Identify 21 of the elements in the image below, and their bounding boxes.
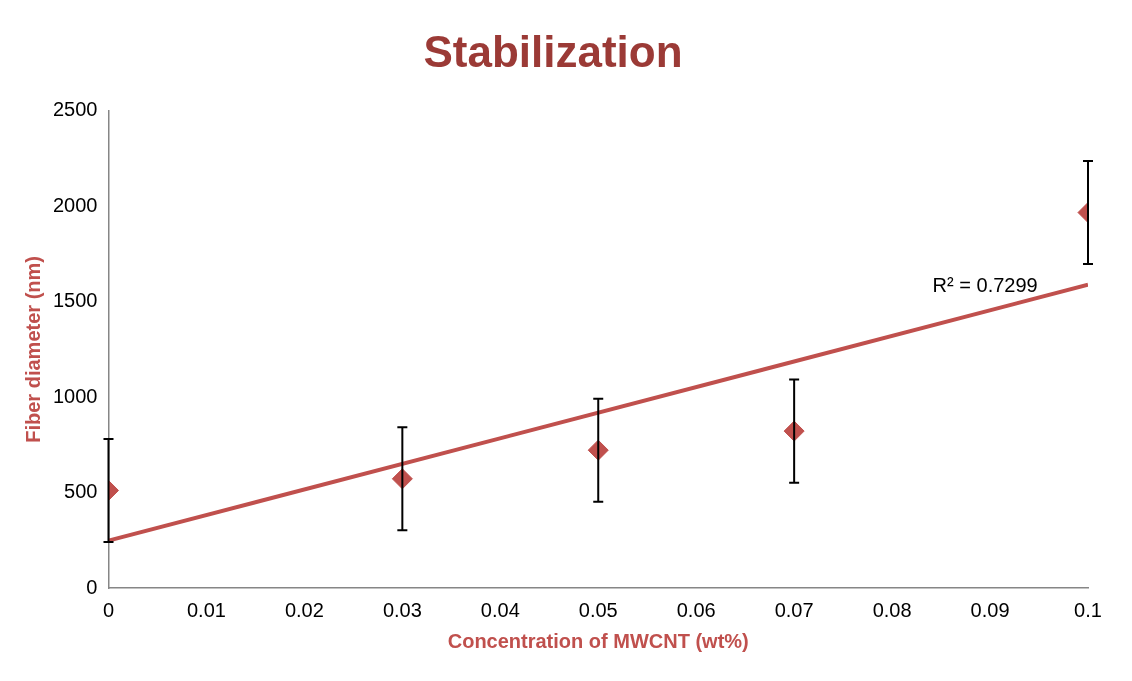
x-tick-label: 0.06	[676, 598, 716, 621]
y-tick-label: 2000	[52, 193, 98, 216]
x-tick-label: 0.09	[970, 598, 1010, 621]
x-tick-label: 0.05	[578, 598, 618, 621]
x-tick-label: 0	[102, 598, 115, 621]
y-axis-title: Fiber diameter (nm)	[21, 256, 44, 443]
chart-title: Stabilization	[423, 26, 683, 76]
x-tick-label: 0.07	[774, 598, 814, 621]
y-tick-label: 500	[64, 480, 98, 503]
x-tick-label: 0.01	[186, 598, 226, 621]
annotation: R² = 0.7299	[932, 274, 1038, 297]
y-tick-label: 0	[86, 575, 98, 598]
x-tick-label: 0.1	[1074, 598, 1102, 621]
y-tick-label: 1500	[52, 289, 98, 312]
y-tick-label: 1000	[52, 384, 98, 407]
x-tick-label: 0.02	[284, 598, 324, 621]
x-tick-label: 0.04	[480, 598, 520, 621]
x-tick-label: 0.03	[382, 598, 422, 621]
x-axis-title: Concentration of MWCNT (wt%)	[447, 629, 749, 652]
x-tick-label: 0.08	[872, 598, 912, 621]
y-tick-label: 2500	[52, 98, 98, 121]
